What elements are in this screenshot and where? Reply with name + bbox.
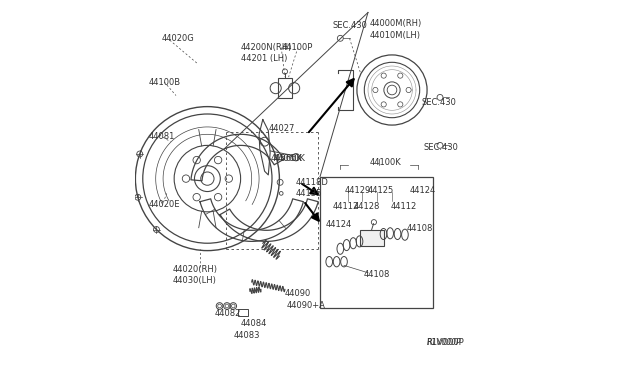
Text: 44082: 44082 (215, 309, 241, 318)
Text: 44010M(LH): 44010M(LH) (370, 31, 421, 40)
Text: 44201 (LH): 44201 (LH) (241, 54, 287, 63)
Text: 44000M(RH): 44000M(RH) (370, 19, 422, 28)
Text: 44129: 44129 (345, 186, 371, 195)
Text: 44027: 44027 (268, 124, 294, 133)
Text: 44020G: 44020G (161, 34, 194, 43)
Text: 44124: 44124 (326, 220, 352, 229)
Text: SEC.430: SEC.430 (333, 21, 368, 30)
Bar (278, 78, 292, 99)
Text: 44030(LH): 44030(LH) (172, 276, 216, 285)
Text: 44125: 44125 (367, 186, 394, 195)
Text: 44128: 44128 (354, 202, 380, 211)
Text: 44108: 44108 (364, 270, 390, 279)
Bar (360, 230, 383, 246)
Text: 44200N(RH): 44200N(RH) (241, 43, 292, 52)
Text: 44060K: 44060K (270, 154, 302, 163)
Text: 44100B: 44100B (148, 78, 180, 87)
Text: 44100P: 44100P (281, 43, 312, 52)
Bar (320, 177, 433, 308)
Text: R1V000P: R1V000P (427, 339, 461, 347)
Text: 44124: 44124 (410, 186, 436, 195)
Text: 44020E: 44020E (148, 200, 180, 209)
Text: 44100K: 44100K (370, 157, 401, 167)
Text: 44090: 44090 (285, 289, 311, 298)
Text: 44084: 44084 (241, 319, 267, 328)
Text: 44118D: 44118D (296, 178, 329, 187)
Text: 44112: 44112 (390, 202, 417, 211)
Bar (238, 310, 248, 316)
Text: 44108: 44108 (407, 224, 433, 233)
Text: SEC.430: SEC.430 (424, 143, 458, 152)
Text: 44112: 44112 (333, 202, 359, 211)
Text: 44090+A: 44090+A (287, 301, 326, 311)
Text: 44060K: 44060K (274, 154, 306, 163)
Text: 44135: 44135 (296, 189, 323, 198)
Text: R1V000P: R1V000P (426, 339, 464, 347)
Text: 44083: 44083 (233, 331, 260, 340)
Text: 44081: 44081 (148, 132, 175, 141)
Text: 44020(RH): 44020(RH) (172, 264, 218, 273)
Text: SEC.430: SEC.430 (422, 99, 456, 108)
